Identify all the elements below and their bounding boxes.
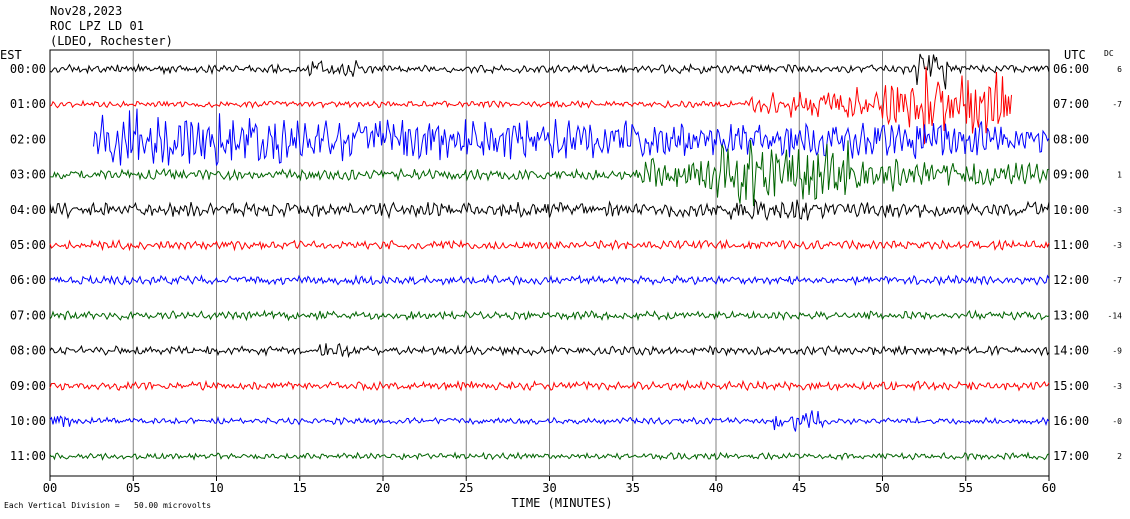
trace-row-1 [49,66,1012,145]
x-tick-label: 25 [459,481,473,495]
x-tick-label: 00 [43,481,57,495]
row-dc-value: -0 [1112,417,1122,426]
row-dc-value: 6 [1117,65,1122,74]
row-left-time: 04:00 [10,203,46,217]
x-tick-label: 05 [126,481,140,495]
trace-row-8 [49,343,1050,359]
row-dc-value: -14 [1108,311,1123,320]
row-dc-value: -7 [1112,100,1122,109]
header-network: (LDEO, Rochester) [50,34,173,48]
row-right-time: 08:00 [1053,132,1089,146]
x-tick-label: 15 [293,481,307,495]
row-right-time: 14:00 [1053,344,1089,358]
row-right-time: 13:00 [1053,308,1089,322]
x-tick-label: 40 [709,481,723,495]
x-axis-title: TIME (MINUTES) [511,496,612,510]
x-tick-label: 20 [376,481,390,495]
row-dc-value: 1 [1117,171,1122,180]
trace-row-4 [49,198,1050,222]
trace-row-3 [49,140,1050,207]
x-tick-label: 30 [542,481,556,495]
trace-row-5 [49,238,1050,252]
footer-scale-note: Each Vertical Division = 50.00 microvolt… [4,501,212,510]
row-right-time: 17:00 [1053,449,1089,463]
row-left-time: 09:00 [10,379,46,393]
trace-row-7 [49,309,1050,322]
x-tick-label: 35 [626,481,640,495]
row-left-time: 06:00 [10,273,46,287]
row-right-time: 12:00 [1053,273,1089,287]
row-right-time: 16:00 [1053,414,1089,428]
row-left-time: 03:00 [10,168,46,182]
row-right-time: 15:00 [1053,379,1089,393]
right-timezone-label: UTC [1064,48,1086,62]
row-right-time: 11:00 [1053,238,1089,252]
row-left-time: 00:00 [10,62,46,76]
grid-layer [132,50,967,476]
header-station: ROC LPZ LD 01 [50,19,144,33]
row-right-time: 07:00 [1053,97,1089,111]
x-tick-label: 55 [959,481,973,495]
left-timezone-label: EST [0,48,22,62]
trace-layer [49,53,1050,462]
row-dc-value: -9 [1112,347,1122,356]
trace-row-0 [49,53,1050,90]
trace-row-11 [49,451,1050,462]
trace-row-9 [49,379,1050,392]
row-right-time: 09:00 [1053,168,1089,182]
row-left-time: 08:00 [10,344,46,358]
row-dc-value: -3 [1112,241,1122,250]
row-left-time: 01:00 [10,97,46,111]
row-left-time: 10:00 [10,414,46,428]
header-date: Nov28,2023 [50,4,123,18]
row-dc-value: -3 [1112,206,1122,215]
row-dc-value: 2 [1117,452,1122,461]
x-tick-label: 50 [875,481,889,495]
row-right-time: 10:00 [1053,203,1089,217]
row-right-time: 06:00 [1053,62,1089,76]
x-tick-label: 10 [209,481,223,495]
row-left-time: 05:00 [10,238,46,252]
x-tick-label: 45 [792,481,806,495]
row-dc-value: -7 [1112,276,1122,285]
row-dc-value: -3 [1112,382,1122,391]
row-left-time: 07:00 [10,308,46,322]
row-left-time: 02:00 [10,132,46,146]
x-axis: 00 05 10 15 20 25 30 35 40 45 50 55 60 TIME (MINUTES) [43,476,1056,510]
trace-row-2 [93,108,1050,166]
trace-row-10 [49,410,1050,432]
row-left-time: 11:00 [10,449,46,463]
row-labels: 00:00 06:00 6 01:00 07:00 -7 02:00 08:00 03:00 09… [10,62,1122,463]
trace-row-6 [49,274,1050,287]
dc-column-label: DC [1104,49,1114,58]
x-tick-label: 60 [1042,481,1056,495]
